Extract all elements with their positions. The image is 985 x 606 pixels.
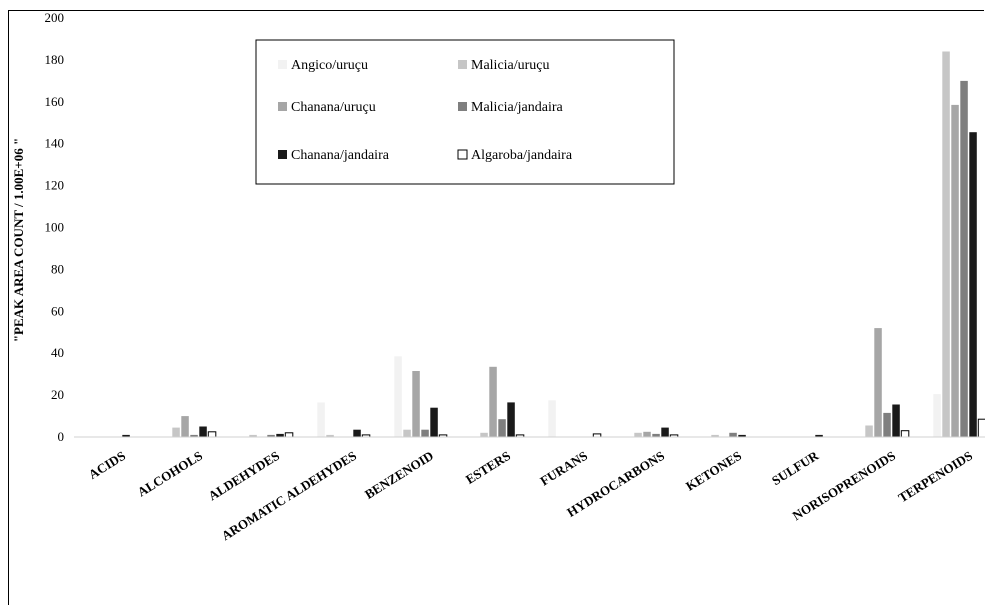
chart-frame xyxy=(8,10,984,605)
bar xyxy=(865,425,873,437)
legend-swatch xyxy=(458,60,467,69)
bar xyxy=(394,356,402,437)
legend-swatch xyxy=(278,102,287,111)
bar xyxy=(498,419,506,437)
bar xyxy=(951,104,959,438)
y-tick-label: 80 xyxy=(51,261,64,276)
bar xyxy=(652,433,660,437)
bar xyxy=(403,429,411,437)
bar xyxy=(412,371,420,437)
x-category-label: SULFUR xyxy=(769,448,822,489)
bar xyxy=(276,433,284,437)
x-category-label: KETONES xyxy=(683,448,744,494)
bar xyxy=(738,434,746,437)
bar xyxy=(326,434,334,437)
legend-label: Angico/uruçu xyxy=(291,58,368,73)
bar xyxy=(892,404,900,437)
legend-label: Chanana/uruçu xyxy=(291,100,376,115)
x-category-label: ALCOHOLS xyxy=(135,448,205,500)
bar xyxy=(661,427,669,437)
bar xyxy=(489,366,497,437)
legend-swatch xyxy=(278,60,287,69)
y-tick-label: 180 xyxy=(45,52,65,67)
bar xyxy=(172,427,180,437)
bar xyxy=(507,402,515,437)
y-tick-label: 200 xyxy=(45,10,65,25)
bar xyxy=(122,434,130,437)
legend-label: Algaroba/jandaira xyxy=(471,148,573,163)
x-category-label: ESTERS xyxy=(463,448,513,487)
y-axis-label: "PEAK AREA COUNT / 1.00E+06 " xyxy=(11,138,26,342)
bar xyxy=(969,132,977,437)
bar xyxy=(421,429,429,437)
x-category-label: FURANS xyxy=(537,448,590,489)
bar xyxy=(883,412,891,437)
bar xyxy=(548,400,556,437)
bar xyxy=(815,434,823,437)
bars xyxy=(122,51,985,438)
x-category-label: ACIDS xyxy=(86,448,128,482)
bar xyxy=(267,434,275,437)
x-category-label: BENZENOID xyxy=(362,448,436,502)
bar xyxy=(933,394,941,437)
x-category-label: ALDEHYDES xyxy=(206,448,283,504)
x-category-label: AROMATIC ALDEHYDES xyxy=(219,448,359,543)
legend-label: Malicia/jandaira xyxy=(471,100,564,115)
bar xyxy=(960,80,968,438)
legend-swatch xyxy=(458,102,467,111)
bar xyxy=(634,432,642,437)
bar xyxy=(711,434,719,437)
bar xyxy=(353,429,361,437)
bar xyxy=(430,407,438,437)
bar xyxy=(874,328,882,437)
x-category-label: TERPENOIDS xyxy=(895,448,975,506)
bar xyxy=(249,434,257,437)
y-axis-ticks: 0 20 40 60 80 100 120 140 160 180 200 xyxy=(45,10,65,444)
bar xyxy=(181,416,189,437)
y-tick-label: 100 xyxy=(45,220,65,235)
bar xyxy=(284,432,294,438)
bar xyxy=(900,430,910,438)
y-tick-label: 60 xyxy=(51,303,64,318)
legend: Angico/uruçu Malicia/uruçu Chanana/uruçu Ma… xyxy=(255,39,675,185)
bar xyxy=(729,432,737,437)
legend-swatch xyxy=(457,149,468,160)
bar xyxy=(942,51,950,437)
legend-swatch xyxy=(278,150,287,159)
legend-label: Chanana/jandaira xyxy=(291,148,390,163)
bar xyxy=(977,418,985,438)
bar xyxy=(317,402,325,437)
bar xyxy=(643,431,651,437)
bar xyxy=(190,434,198,437)
y-tick-label: 160 xyxy=(45,94,65,109)
legend-label: Malicia/uruçu xyxy=(471,58,550,73)
y-tick-label: 20 xyxy=(51,387,64,402)
bar xyxy=(207,431,217,438)
y-tick-label: 140 xyxy=(45,136,65,151)
bar xyxy=(199,426,207,437)
y-tick-label: 120 xyxy=(45,178,65,193)
bar xyxy=(480,432,488,437)
y-tick-label: 0 xyxy=(58,429,65,444)
y-tick-label: 40 xyxy=(51,345,64,360)
